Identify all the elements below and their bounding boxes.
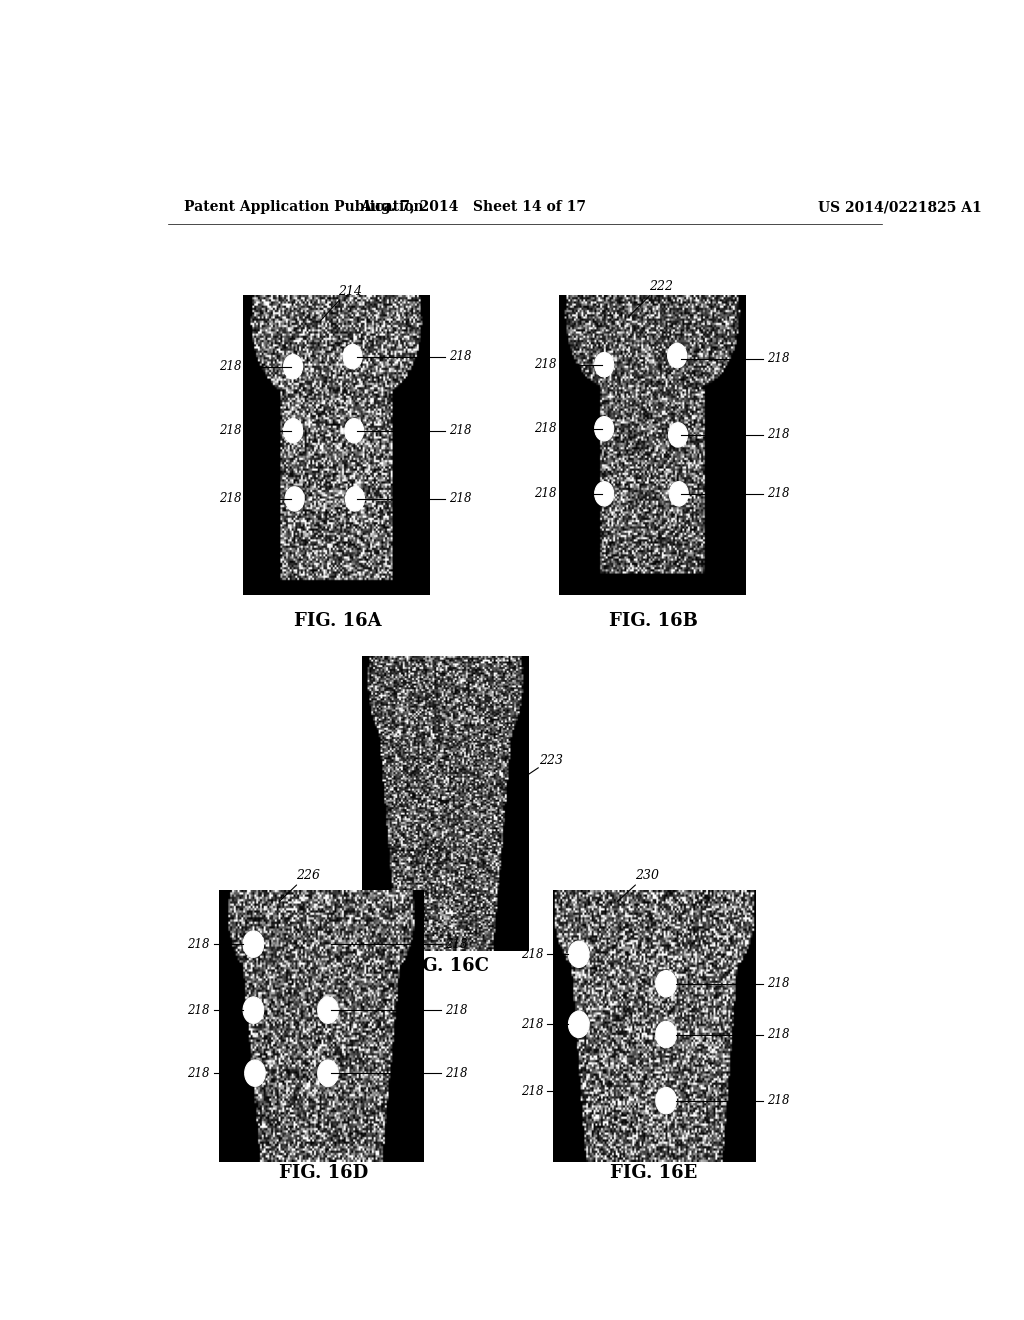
Text: 218: 218: [450, 350, 472, 363]
Text: FIG. 16B: FIG. 16B: [609, 612, 697, 630]
Text: 218: 218: [767, 352, 790, 366]
Text: 218: 218: [520, 1018, 543, 1031]
Bar: [243, 296, 430, 595]
Circle shape: [595, 482, 613, 506]
Circle shape: [668, 343, 687, 368]
Circle shape: [285, 487, 304, 511]
Text: 218: 218: [767, 429, 790, 441]
Circle shape: [284, 418, 303, 444]
Text: FIG. 16C: FIG. 16C: [401, 957, 489, 975]
Text: 218: 218: [445, 1003, 468, 1016]
Circle shape: [655, 970, 677, 997]
Bar: [362, 656, 528, 952]
Text: 218: 218: [219, 492, 242, 506]
Bar: [219, 890, 424, 1162]
Circle shape: [284, 355, 303, 379]
Text: 214: 214: [338, 285, 362, 298]
Text: Patent Application Publication: Patent Application Publication: [183, 201, 423, 214]
Text: FIG. 16A: FIG. 16A: [295, 612, 382, 630]
Circle shape: [243, 931, 264, 957]
Circle shape: [317, 997, 338, 1023]
Circle shape: [595, 352, 613, 378]
Text: 218: 218: [767, 977, 790, 990]
Bar: [559, 296, 745, 595]
Text: 223: 223: [539, 754, 563, 767]
Circle shape: [595, 417, 613, 441]
Text: 218: 218: [219, 424, 242, 437]
Circle shape: [655, 1088, 677, 1114]
Text: 226: 226: [296, 870, 321, 883]
Circle shape: [243, 997, 264, 1023]
Text: 218: 218: [187, 1067, 210, 1080]
Circle shape: [343, 345, 362, 368]
Text: FIG. 16E: FIG. 16E: [609, 1164, 697, 1181]
Circle shape: [345, 487, 365, 511]
Circle shape: [655, 1022, 677, 1048]
Text: 222: 222: [649, 280, 674, 293]
Text: 218: 218: [187, 937, 210, 950]
Text: 218: 218: [445, 937, 468, 950]
Circle shape: [568, 941, 589, 968]
Text: 218: 218: [520, 1085, 543, 1098]
Text: FIG. 16D: FIG. 16D: [280, 1164, 369, 1181]
Circle shape: [345, 418, 364, 444]
Text: 218: 218: [535, 358, 557, 371]
Circle shape: [670, 482, 688, 506]
Bar: [553, 890, 755, 1162]
Circle shape: [245, 1060, 265, 1086]
Text: 218: 218: [767, 487, 790, 500]
Circle shape: [568, 1011, 589, 1038]
Text: 218: 218: [450, 492, 472, 506]
Text: 218: 218: [219, 360, 242, 374]
Circle shape: [669, 422, 687, 447]
Text: 218: 218: [520, 948, 543, 961]
Text: 218: 218: [767, 1028, 790, 1041]
Text: 218: 218: [450, 424, 472, 437]
Text: 218: 218: [445, 1067, 468, 1080]
Text: Aug. 7, 2014   Sheet 14 of 17: Aug. 7, 2014 Sheet 14 of 17: [360, 201, 586, 214]
Text: 230: 230: [635, 870, 659, 883]
Text: US 2014/0221825 A1: US 2014/0221825 A1: [818, 201, 982, 214]
Circle shape: [317, 1060, 338, 1086]
Text: 218: 218: [535, 487, 557, 500]
Text: 218: 218: [767, 1094, 790, 1107]
Text: 218: 218: [535, 422, 557, 436]
Text: 218: 218: [187, 1003, 210, 1016]
